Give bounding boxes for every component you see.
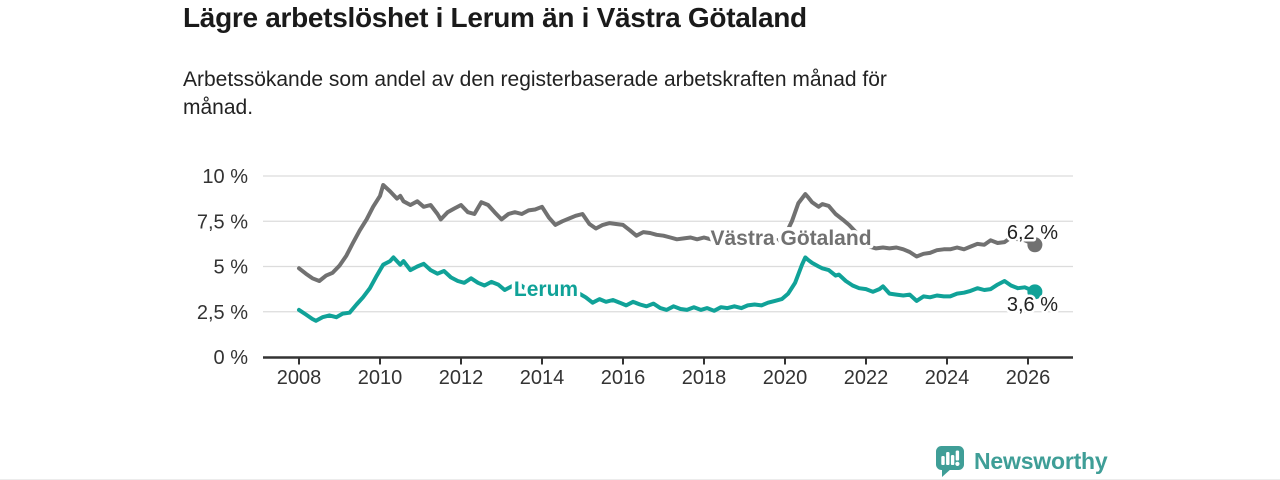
- y-axis-labels: 0 % 2,5 % 5 % 7,5 % 10 %: [197, 166, 248, 369]
- series-end-dot-vastra-gotaland: [1027, 237, 1043, 253]
- svg-text:2016: 2016: [601, 367, 646, 389]
- svg-text:2012: 2012: [439, 367, 484, 389]
- page-title: Lägre arbetslöshet i Lerum än i Västra G…: [183, 2, 807, 33]
- svg-text:2010: 2010: [358, 367, 403, 389]
- gridlines: [263, 175, 1073, 313]
- svg-text:10 %: 10 %: [202, 166, 248, 188]
- newsworthy-logo: Newsworthy: [935, 444, 1108, 478]
- svg-text:2024: 2024: [925, 367, 970, 389]
- series-end-dot-lerum: [1027, 284, 1043, 300]
- subtitle-line-1: Arbetssökande som andel av den registerb…: [183, 68, 887, 91]
- x-axis-ticks: [298, 358, 1029, 365]
- series-label-lerum: Lerum: [514, 278, 578, 301]
- newsworthy-bars-icon: [936, 445, 964, 477]
- chart-subtitle: Arbetssökande som andel av den registerb…: [183, 66, 887, 122]
- subtitle-line-2: månad.: [183, 96, 254, 119]
- series-end-label-vastra-gotaland: 6,2 %: [1007, 222, 1058, 244]
- svg-text:2018: 2018: [682, 367, 727, 389]
- newsworthy-wordmark: Newsworthy: [974, 447, 1108, 474]
- svg-text:5 %: 5 %: [214, 257, 249, 279]
- series-line-lerum: [297, 255, 1037, 323]
- svg-text:0 %: 0 %: [214, 347, 249, 369]
- series-line-vastra-gotaland: [297, 183, 1037, 283]
- svg-text:2008: 2008: [277, 367, 322, 389]
- x-axis-labels: 2008 2010 2012 2014 2016 2018 2020 2022 2024 2026: [277, 367, 1051, 389]
- svg-text:7,5 %: 7,5 %: [197, 211, 248, 233]
- svg-text:2022: 2022: [844, 367, 889, 389]
- series-label-vastra-gotaland: Västra Götaland: [710, 227, 871, 250]
- svg-text:2020: 2020: [763, 367, 808, 389]
- svg-text:2014: 2014: [520, 367, 565, 389]
- svg-text:2026: 2026: [1006, 367, 1051, 389]
- series-end-label-lerum: 3,6 %: [1007, 294, 1058, 316]
- svg-text:2,5 %: 2,5 %: [197, 302, 248, 324]
